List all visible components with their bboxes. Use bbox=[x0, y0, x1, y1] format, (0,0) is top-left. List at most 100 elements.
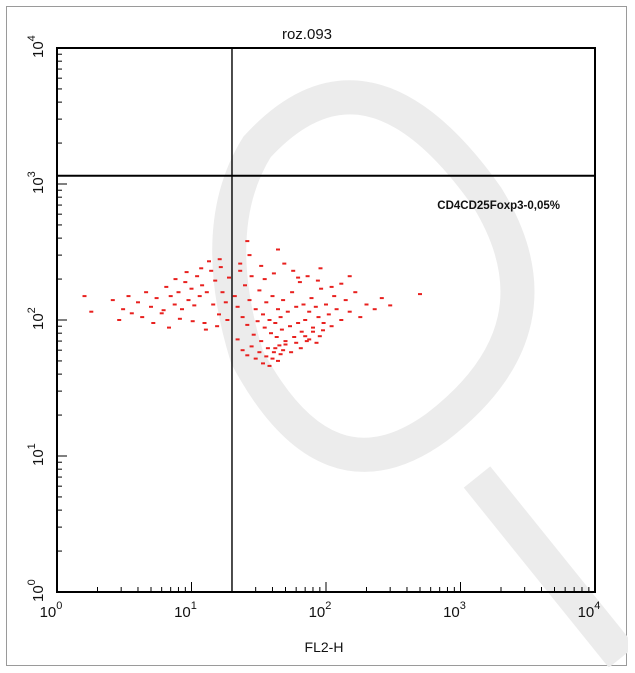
data-point bbox=[240, 316, 245, 319]
data-point bbox=[326, 313, 331, 316]
data-point bbox=[227, 276, 231, 279]
data-point bbox=[129, 312, 134, 315]
data-point bbox=[253, 308, 258, 311]
data-point bbox=[126, 295, 131, 298]
data-point bbox=[203, 328, 208, 331]
y-tick-label: 102 bbox=[26, 307, 47, 330]
data-point bbox=[259, 264, 264, 267]
x-tick-label: 103 bbox=[443, 600, 466, 621]
data-point bbox=[235, 338, 240, 341]
data-point bbox=[271, 351, 276, 354]
y-tick-label: 101 bbox=[26, 443, 47, 466]
data-point bbox=[288, 325, 292, 328]
data-point bbox=[249, 345, 254, 348]
data-point bbox=[276, 308, 280, 311]
data-point bbox=[281, 299, 286, 302]
data-point bbox=[317, 335, 322, 338]
data-point bbox=[117, 319, 122, 321]
data-point bbox=[273, 347, 278, 350]
data-point bbox=[264, 355, 269, 358]
data-point bbox=[289, 351, 294, 354]
data-point bbox=[296, 276, 301, 279]
data-point bbox=[334, 308, 339, 311]
x-tick-label: 102 bbox=[309, 600, 332, 621]
data-point bbox=[307, 310, 312, 313]
data-point bbox=[296, 322, 301, 324]
data-point bbox=[290, 291, 295, 294]
data-point bbox=[311, 326, 315, 329]
data-point bbox=[168, 295, 173, 298]
svg-text:102: 102 bbox=[26, 307, 47, 330]
data-point bbox=[253, 357, 258, 360]
data-point bbox=[285, 310, 290, 313]
data-point bbox=[372, 308, 377, 311]
watermark bbox=[212, 80, 628, 667]
data-point bbox=[276, 248, 280, 251]
data-point bbox=[161, 309, 166, 312]
data-point bbox=[278, 353, 283, 356]
data-point bbox=[274, 336, 279, 338]
y-tick-label: 103 bbox=[26, 171, 47, 194]
data-point bbox=[262, 278, 267, 281]
data-point bbox=[183, 281, 188, 284]
data-point bbox=[292, 336, 297, 338]
data-point bbox=[82, 295, 87, 298]
data-point bbox=[257, 351, 262, 354]
data-point bbox=[151, 322, 156, 324]
scatter-plot: roz.093 FL2-H CD4CD25Foxp3-0,05% 100 101 1… bbox=[26, 26, 628, 667]
data-point bbox=[269, 332, 273, 335]
data-point bbox=[343, 299, 348, 302]
data-point bbox=[294, 341, 299, 344]
data-point bbox=[223, 301, 228, 304]
data-point bbox=[247, 299, 252, 302]
data-point bbox=[315, 279, 320, 282]
data-point bbox=[245, 240, 250, 243]
data-point bbox=[319, 287, 324, 290]
data-point bbox=[184, 271, 189, 274]
data-point bbox=[215, 325, 220, 328]
data-point bbox=[321, 329, 325, 332]
data-point bbox=[159, 312, 164, 315]
data-point bbox=[321, 322, 326, 324]
data-point bbox=[298, 347, 303, 350]
data-point bbox=[329, 285, 334, 288]
plot-frame: roz.093 FL2-H CD4CD25Foxp3-0,05% 100 101 1… bbox=[6, 6, 628, 667]
data-point bbox=[249, 275, 254, 278]
data-point bbox=[154, 297, 159, 300]
data-point bbox=[347, 310, 352, 313]
data-point bbox=[324, 303, 328, 306]
data-point bbox=[240, 349, 245, 352]
data-point bbox=[167, 326, 171, 329]
data-point bbox=[364, 303, 369, 306]
data-point bbox=[192, 304, 197, 307]
data-point bbox=[316, 316, 321, 319]
data-point bbox=[347, 275, 352, 278]
data-point bbox=[238, 262, 243, 265]
data-point bbox=[261, 362, 265, 365]
data-point bbox=[264, 301, 269, 304]
data-point bbox=[278, 316, 283, 319]
x-tick-label: 101 bbox=[174, 600, 197, 621]
svg-text:103: 103 bbox=[26, 171, 47, 194]
data-point bbox=[247, 254, 252, 257]
data-point bbox=[245, 323, 250, 326]
data-point bbox=[267, 319, 272, 321]
data-point bbox=[314, 341, 319, 344]
data-point bbox=[110, 299, 115, 302]
data-point bbox=[309, 297, 314, 300]
data-point bbox=[255, 320, 260, 323]
points-layer bbox=[82, 240, 422, 367]
data-point bbox=[220, 291, 225, 294]
data-point bbox=[218, 266, 223, 269]
data-point bbox=[173, 278, 178, 281]
data-point bbox=[251, 333, 256, 336]
data-point bbox=[259, 340, 264, 343]
data-point bbox=[305, 275, 310, 278]
data-point bbox=[144, 291, 149, 294]
data-point bbox=[273, 322, 278, 324]
data-point bbox=[329, 325, 334, 328]
data-point bbox=[186, 299, 191, 302]
data-point bbox=[318, 267, 323, 270]
x-tick-label: 100 bbox=[40, 600, 63, 621]
data-point bbox=[358, 316, 363, 319]
